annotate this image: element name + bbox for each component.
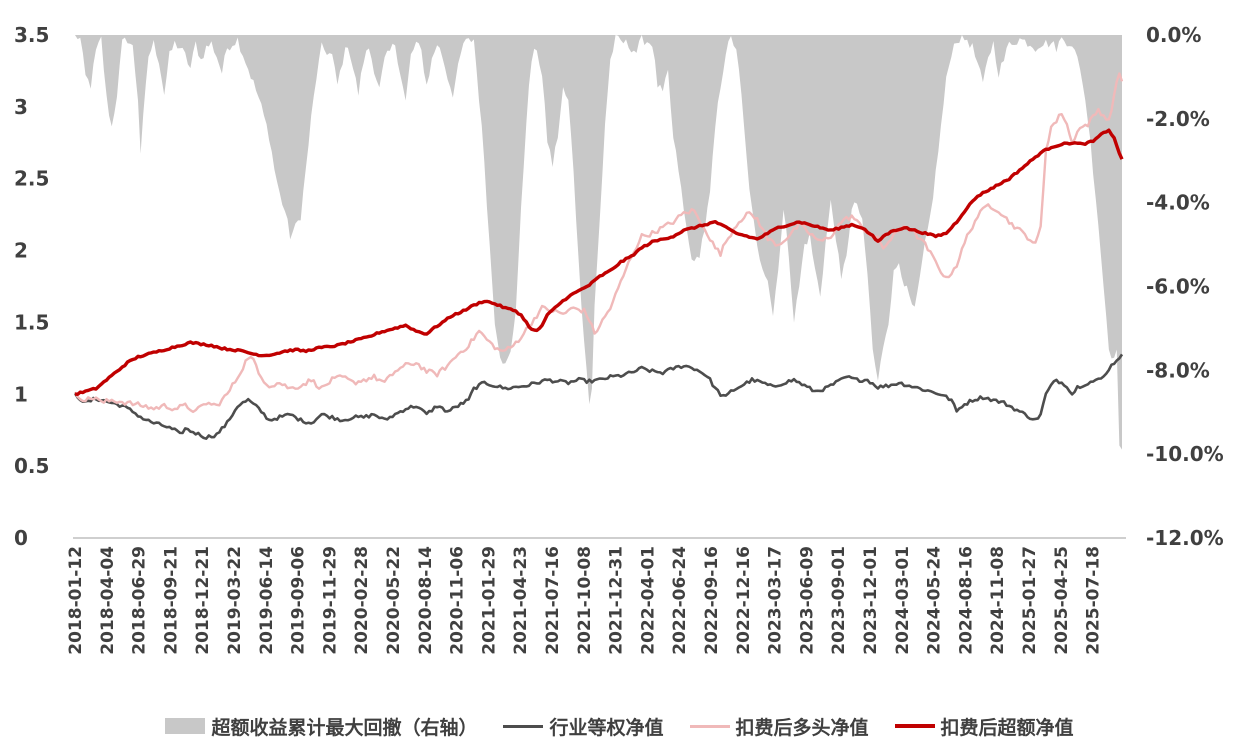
x-tick-label: 2022-06-24 xyxy=(670,546,690,655)
left-tick-label: 1 xyxy=(14,382,28,406)
legend-swatch-industry xyxy=(503,724,544,728)
x-tick-label: 2024-05-24 xyxy=(925,546,945,655)
x-tick-label: 2018-06-29 xyxy=(130,546,150,655)
legend-swatch-long xyxy=(689,724,730,728)
x-tick-label: 2024-03-01 xyxy=(893,546,913,655)
series-drawdown-area xyxy=(75,35,1122,450)
left-tick-label: 2 xyxy=(14,239,28,263)
series-line-1 xyxy=(73,353,1124,440)
x-tick-label: 2022-12-16 xyxy=(734,546,754,655)
left-tick-label: 1.5 xyxy=(14,310,49,334)
right-axis-ticks: 0.0% -2.0% -4.0% -6.0% -8.0% -10.0% -12.0% xyxy=(1146,23,1224,550)
x-tick-label: 2024-08-16 xyxy=(956,546,976,655)
legend-label-long: 扣费后多头净值 xyxy=(735,716,869,739)
right-tick-label: -12.0% xyxy=(1146,526,1224,550)
x-tick-label: 2021-04-23 xyxy=(511,546,531,655)
x-tick-label: 2020-11-06 xyxy=(448,546,468,655)
x-tick-label: 2021-12-31 xyxy=(607,546,627,655)
x-tick-label: 2021-10-08 xyxy=(575,546,595,655)
x-tick-label: 2019-11-29 xyxy=(320,546,340,655)
x-tick-label: 2019-06-14 xyxy=(257,546,277,655)
legend-item-long: 扣费后多头净值 xyxy=(689,713,869,740)
x-tick-label: 2022-09-16 xyxy=(702,546,722,655)
legend-swatch-drawdown xyxy=(165,718,206,734)
legend-label-industry: 行业等权净值 xyxy=(549,716,664,739)
x-tick-label: 2025-01-27 xyxy=(1020,546,1040,655)
legend-swatch-excess xyxy=(894,724,935,728)
x-tick-label: 2019-03-22 xyxy=(225,546,245,655)
legend-item-excess: 扣费后超额净值 xyxy=(894,713,1074,740)
x-tick-label: 2025-07-18 xyxy=(1084,546,1104,655)
x-axis-ticks: 2018-01-12 2018-04-04 2018-06-29 2018-09-21… xyxy=(66,546,1104,655)
legend-label-excess: 扣费后超额净值 xyxy=(940,716,1074,739)
right-tick-label: -8.0% xyxy=(1146,358,1210,382)
x-tick-label: 2023-03-17 xyxy=(766,546,786,655)
right-tick-label: -2.0% xyxy=(1146,107,1210,131)
right-tick-label: -4.0% xyxy=(1146,191,1210,215)
x-tick-label: 2018-12-21 xyxy=(193,546,213,655)
left-tick-label: 3 xyxy=(14,95,28,119)
x-tick-label: 2018-04-04 xyxy=(98,546,118,655)
x-tick-label: 2018-01-12 xyxy=(66,546,86,655)
series-line-2 xyxy=(73,72,1124,414)
x-tick-label: 2025-04-25 xyxy=(1052,546,1072,655)
x-tick-label: 2019-09-06 xyxy=(289,546,309,655)
x-tick-label: 2021-07-16 xyxy=(543,546,563,655)
left-tick-label: 2.5 xyxy=(14,167,49,191)
x-tick-label: 2020-02-28 xyxy=(352,546,372,655)
left-tick-label: 0 xyxy=(14,526,28,550)
legend-label-drawdown: 超额收益累计最大回撤（右轴） xyxy=(211,716,478,739)
x-tick-label: 2023-12-01 xyxy=(861,546,881,655)
x-tick-label: 2024-11-08 xyxy=(988,546,1008,655)
x-tick-label: 2023-09-01 xyxy=(829,546,849,655)
right-tick-label: -6.0% xyxy=(1146,275,1210,299)
x-tick-label: 2020-08-14 xyxy=(416,546,436,655)
x-tick-label: 2020-05-22 xyxy=(384,546,404,655)
left-axis-ticks: 0 0.5 1 1.5 2 2.5 3 3.5 xyxy=(14,23,49,550)
x-tick-label: 2021-01-29 xyxy=(479,546,499,655)
right-tick-label: -10.0% xyxy=(1146,442,1224,466)
x-tick-label: 2022-04-01 xyxy=(638,546,658,655)
left-tick-label: 0.5 xyxy=(14,454,49,478)
legend: 超额收益累计最大回撤（右轴） 行业等权净值 扣费后多头净值 扣费后超额净值 xyxy=(0,708,1239,744)
legend-item-industry: 行业等权净值 xyxy=(503,713,664,740)
legend-item-drawdown: 超额收益累计最大回撤（右轴） xyxy=(165,713,477,740)
x-tick-label: 2023-06-09 xyxy=(797,546,817,655)
right-tick-label: 0.0% xyxy=(1146,23,1201,47)
left-tick-label: 3.5 xyxy=(14,23,49,47)
line-layer xyxy=(73,72,1124,440)
series-line-3 xyxy=(74,128,1124,397)
x-tick-label: 2018-09-21 xyxy=(161,546,181,655)
drawdown-area-layer xyxy=(75,35,1122,450)
chart: 0 0.5 1 1.5 2 2.5 3 3.5 0.0% -2.0% -4.0% -6.0% -8.0… xyxy=(14,23,1224,655)
